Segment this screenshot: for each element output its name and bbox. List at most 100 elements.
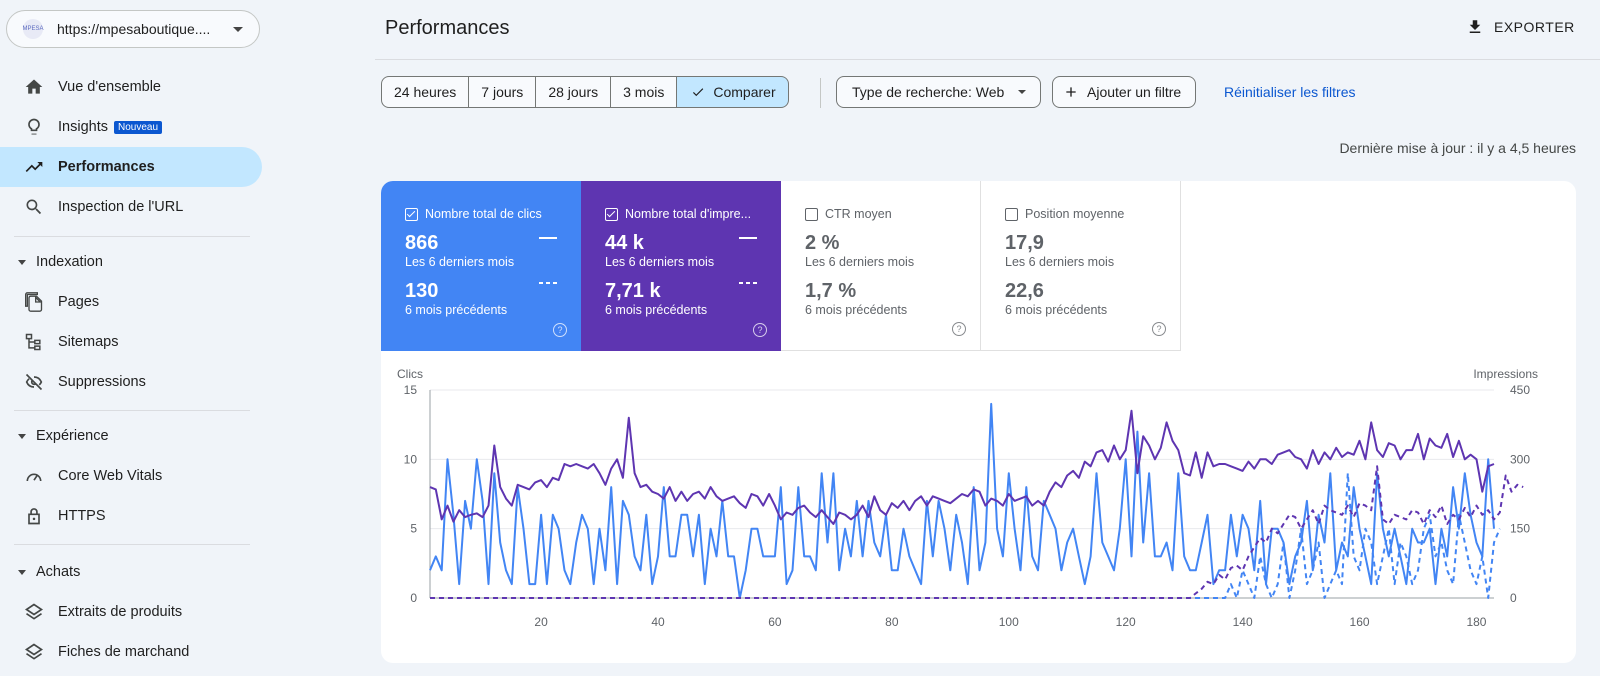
divider [14,410,250,411]
y-tick-label-left: 0 [410,591,417,605]
metric-period: Les 6 derniers mois [605,255,715,269]
check-icon [693,88,704,97]
section-label: Achats [36,564,81,580]
chevron-down-icon [1018,90,1027,94]
help-icon[interactable]: ? [1152,322,1166,336]
sitemap-icon [24,332,44,352]
caret-down-icon [18,433,26,439]
metric-period: Les 6 derniers mois [405,255,515,269]
y-tick-label-right: 0 [1510,591,1517,605]
download-icon [1469,20,1481,33]
metric-label-text: Nombre total de clics [425,207,542,221]
metric-label: Nombre total d'impre... [605,207,765,221]
sidebar-item-label: Sitemaps [58,334,119,350]
sidebar-item-https[interactable]: HTTPS [0,496,262,536]
sidebar-item-label: Performances [58,159,155,175]
metric-label: CTR moyen [805,207,965,221]
section-experience[interactable]: Expérience [0,416,250,456]
sidebar-item-product-snippets[interactable]: Extraits de produits [0,592,262,632]
metric-value: 866 [405,232,439,254]
x-tick-label: 60 [768,615,782,629]
chip-3m[interactable]: 3 mois [611,76,678,108]
layers-icon [24,602,44,622]
checkbox-icon[interactable] [805,207,818,221]
series-line-1 [429,409,1495,525]
sidebar-item-pages[interactable]: Pages [0,282,262,322]
help-icon[interactable]: ? [553,323,567,337]
x-tick-label: 20 [534,615,548,629]
plus-icon [1066,87,1076,97]
caret-down-icon [18,569,26,575]
page-title: Performances [385,17,510,39]
sidebar-item-sitemaps[interactable]: Sitemaps [0,322,262,362]
x-tick-label: 120 [1116,615,1136,629]
sidebar-item-label: Core Web Vitals [58,468,163,484]
sidebar-item-removals[interactable]: Suppressions [0,362,262,402]
gauge-icon [24,466,44,486]
export-button[interactable]: EXPORTER [1466,18,1575,36]
metric-impressions[interactable]: Nombre total d'impre... 44 k Les 6 derni… [581,181,781,351]
checkbox-checked-icon[interactable] [605,207,618,221]
reset-filters-link[interactable]: Réinitialiser les filtres [1224,84,1356,100]
dashed-line-legend-icon [539,282,559,284]
metric-period: Les 6 derniers mois [805,255,915,269]
y-tick-label-left: 5 [410,522,417,536]
sidebar-item-url-inspection[interactable]: Inspection de l'URL [0,187,262,227]
y-tick-label-right: 450 [1510,383,1530,397]
y-tick-label-left: 15 [404,383,418,397]
metric-clicks[interactable]: Nombre total de clics 866 Les 6 derniers… [381,181,581,351]
sidebar-item-label: Inspection de l'URL [58,199,184,215]
chip-7d[interactable]: 7 jours [469,76,537,108]
metric-label-text: Nombre total d'impre... [625,207,752,221]
pages-icon [24,292,44,312]
sidebar-item-label: Pages [58,294,100,310]
sidebar-item-label: Insights [58,119,108,135]
section-shopping[interactable]: Achats [0,552,250,592]
series-line-3 [430,465,1524,599]
y-axis-label-left: Clics [397,367,423,381]
x-tick-label: 140 [1233,615,1253,629]
y-tick-label-left: 10 [404,452,418,466]
add-filter-label: Ajouter un filtre [1087,84,1182,100]
last-update-text: Dernière mise à jour : il y a 4,5 heures [1339,140,1576,156]
sidebar-item-insights[interactable]: Insights Nouveau [0,107,262,147]
chip-24h[interactable]: 24 heures [381,76,470,108]
x-tick-label: 100 [999,615,1019,629]
section-label: Expérience [36,428,109,444]
x-tick-label: 180 [1466,615,1486,629]
metric-prev-period: 6 mois précédents [405,303,508,317]
divider [14,236,250,237]
trending-up-icon [24,157,44,177]
divider [375,59,1600,60]
metric-ctr[interactable]: CTR moyen 2 % Les 6 derniers mois 1,7 % … [781,181,981,351]
new-badge: Nouveau [113,120,163,134]
help-icon[interactable]: ? [952,322,966,336]
property-selector[interactable]: MPESA https://mpesaboutique.... [6,10,260,48]
lightbulb-icon [24,117,44,137]
sidebar-item-overview[interactable]: Vue d'ensemble [0,67,262,107]
chip-compare[interactable]: Comparer [677,76,789,108]
x-tick-label: 40 [651,615,665,629]
checkbox-icon[interactable] [1005,207,1018,221]
add-filter-button[interactable]: Ajouter un filtre [1052,76,1197,108]
date-range-chips: 24 heures 7 jours 28 jours 3 mois Compar… [381,76,789,108]
metric-position[interactable]: Position moyenne 17,9 Les 6 derniers moi… [981,181,1181,351]
divider [820,78,821,108]
help-icon[interactable]: ? [753,323,767,337]
site-logo: MPESA [23,19,44,39]
layers-icon [24,642,44,662]
sidebar-item-performance[interactable]: Performances [0,147,262,187]
sidebar-item-core-web-vitals[interactable]: Core Web Vitals [0,456,262,496]
property-url: https://mpesaboutique.... [57,21,211,37]
divider [14,544,250,545]
metric-period: Les 6 derniers mois [1005,255,1115,269]
chip-28d[interactable]: 28 jours [536,76,612,108]
y-tick-label-right: 150 [1510,522,1530,536]
sidebar-item-merchant-listings[interactable]: Fiches de marchand [0,632,262,672]
solid-line-legend-icon [539,237,557,239]
checkbox-checked-icon[interactable] [405,207,418,221]
metric-label-text: CTR moyen [825,207,892,221]
search-type-dropdown[interactable]: Type de recherche: Web [836,76,1042,108]
section-indexing[interactable]: Indexation [0,242,250,282]
